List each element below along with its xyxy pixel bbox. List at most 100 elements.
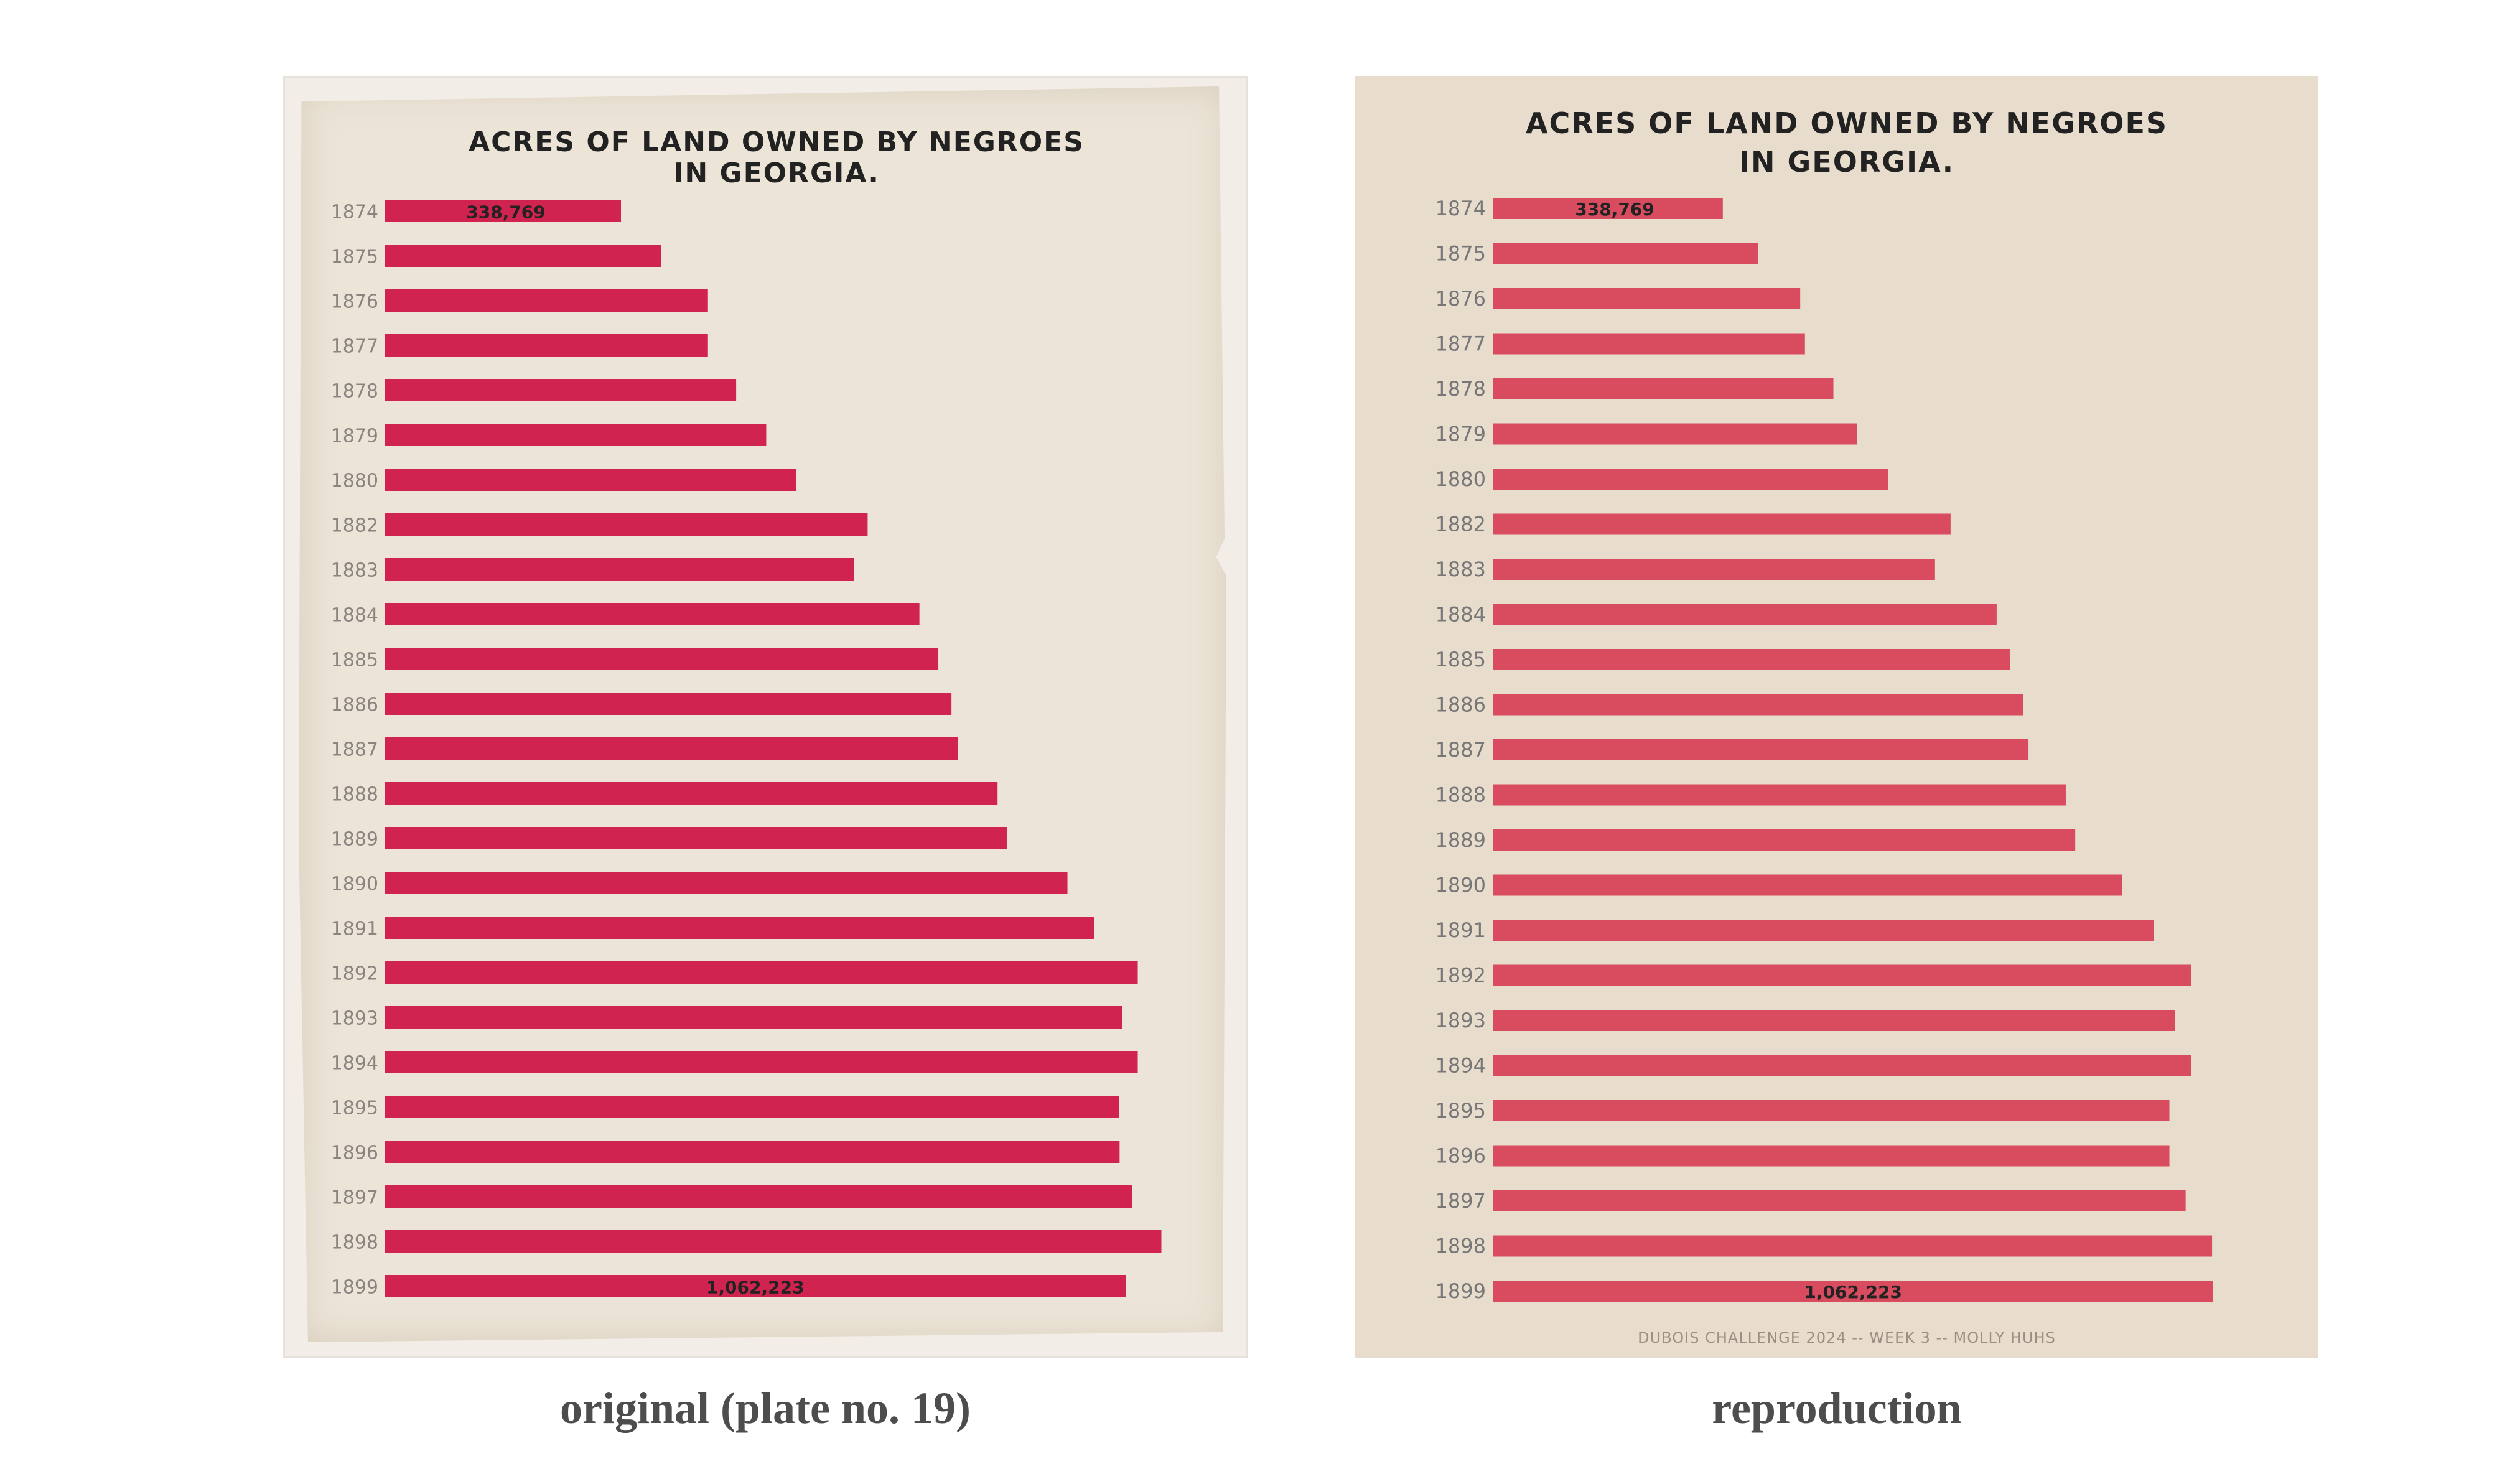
bar-1880 bbox=[385, 469, 796, 491]
bar-1880 bbox=[1493, 469, 1888, 490]
bar-1893 bbox=[385, 1006, 1122, 1029]
year-tick-label: 1884 bbox=[331, 605, 378, 627]
year-tick-label: 1876 bbox=[1435, 287, 1486, 310]
year-tick-label: 1882 bbox=[331, 515, 378, 537]
bar-1888 bbox=[1493, 784, 2066, 806]
year-tick-label: 1874 bbox=[331, 202, 378, 223]
bar-1892 bbox=[385, 961, 1138, 984]
chart-title-line: ACRES OF LAND OWNED BY NEGROES bbox=[469, 126, 1085, 158]
reproduction-panel: ACRES OF LAND OWNED BY NEGROES IN GEORGIA… bbox=[1355, 76, 2318, 1358]
year-tick-label: 1887 bbox=[331, 739, 378, 761]
bar-1889 bbox=[1493, 829, 2076, 851]
year-tick-label: 1894 bbox=[1435, 1053, 1486, 1077]
year-tick-label: 1886 bbox=[331, 694, 378, 716]
year-tick-label: 1892 bbox=[1435, 963, 1486, 987]
chart-footer: DUBOIS CHALLENGE 2024 -- WEEK 3 -- MOLLY… bbox=[1638, 1329, 2056, 1346]
year-tick-label: 1892 bbox=[331, 963, 378, 985]
bar-1885 bbox=[1493, 649, 2010, 670]
year-tick-label: 1886 bbox=[1435, 693, 1486, 716]
bar-1874 bbox=[385, 200, 622, 222]
bar-1876 bbox=[1493, 288, 1801, 309]
bar-1888 bbox=[385, 782, 998, 805]
year-tick-label: 1889 bbox=[331, 829, 378, 851]
year-tick-label: 1899 bbox=[331, 1277, 378, 1299]
bar-1882 bbox=[1493, 513, 1951, 535]
bar-1882 bbox=[385, 513, 868, 536]
bar-1894 bbox=[385, 1051, 1138, 1073]
bar-1885 bbox=[385, 648, 939, 670]
bar-1875 bbox=[1493, 243, 1758, 264]
bar-1896 bbox=[385, 1141, 1120, 1163]
chart-title-line: IN GEORGIA. bbox=[1739, 145, 1954, 179]
year-tick-label: 1895 bbox=[331, 1098, 378, 1119]
year-tick-label: 1894 bbox=[331, 1053, 378, 1075]
year-tick-label: 1874 bbox=[1435, 197, 1486, 220]
bar-1892 bbox=[1493, 964, 2191, 986]
original-caption: original (plate no. 19) bbox=[560, 1383, 971, 1433]
bar-1877 bbox=[385, 334, 708, 357]
bar-1890 bbox=[385, 872, 1068, 894]
bar-1897 bbox=[385, 1185, 1132, 1208]
bar-1898 bbox=[385, 1230, 1162, 1253]
year-tick-label: 1876 bbox=[331, 291, 378, 313]
bar-1894 bbox=[1493, 1055, 2191, 1076]
year-tick-label: 1893 bbox=[331, 1008, 378, 1030]
year-tick-label: 1888 bbox=[331, 784, 378, 806]
year-tick-label: 1885 bbox=[1435, 648, 1486, 671]
year-tick-label: 1895 bbox=[1435, 1099, 1486, 1122]
bar-1897 bbox=[1493, 1190, 2186, 1211]
reproduction-caption: reproduction bbox=[1712, 1383, 1962, 1433]
year-tick-label: 1893 bbox=[1435, 1009, 1486, 1032]
bar-1891 bbox=[1493, 920, 2154, 941]
bar-1889 bbox=[385, 827, 1007, 849]
bar-1877 bbox=[1493, 333, 1805, 355]
bar-1876 bbox=[385, 289, 708, 312]
year-tick-label: 1878 bbox=[1435, 377, 1486, 401]
data-label: 338,769 bbox=[1575, 199, 1654, 220]
bar-1886 bbox=[385, 693, 952, 715]
year-tick-label: 1883 bbox=[331, 560, 378, 582]
bar-1879 bbox=[385, 424, 767, 446]
bar-1884 bbox=[1493, 604, 1997, 625]
year-tick-label: 1877 bbox=[331, 336, 378, 358]
bar-1887 bbox=[1493, 739, 2029, 760]
year-tick-label: 1897 bbox=[331, 1187, 378, 1209]
bar-1883 bbox=[1493, 559, 1935, 580]
year-tick-label: 1889 bbox=[1435, 828, 1486, 852]
chart-title-line: IN GEORGIA. bbox=[673, 157, 880, 189]
year-tick-label: 1877 bbox=[1435, 332, 1486, 355]
year-tick-label: 1880 bbox=[1435, 467, 1486, 491]
year-tick-label: 1879 bbox=[331, 426, 378, 447]
year-tick-label: 1884 bbox=[1435, 602, 1486, 626]
bar-1878 bbox=[385, 379, 737, 401]
bar-1893 bbox=[1493, 1010, 2175, 1031]
year-tick-label: 1883 bbox=[1435, 558, 1486, 581]
year-tick-label: 1898 bbox=[1435, 1234, 1486, 1258]
bar-1887 bbox=[385, 737, 958, 760]
bar-1896 bbox=[1493, 1145, 2170, 1167]
bar-1899 bbox=[385, 1275, 1126, 1297]
year-tick-label: 1878 bbox=[331, 381, 378, 403]
year-tick-label: 1875 bbox=[331, 246, 378, 268]
year-tick-label: 1887 bbox=[1435, 738, 1486, 762]
year-tick-label: 1896 bbox=[331, 1142, 378, 1164]
year-tick-label: 1897 bbox=[1435, 1189, 1486, 1213]
bar-1890 bbox=[1493, 874, 2122, 896]
data-label: 1,062,223 bbox=[706, 1277, 805, 1298]
data-label: 1,062,223 bbox=[1804, 1282, 1902, 1302]
year-tick-label: 1891 bbox=[331, 918, 378, 940]
bar-1899 bbox=[1493, 1281, 2213, 1302]
original-panel: ACRES OF LAND OWNED BY NEGROES IN GEORGIA… bbox=[283, 76, 1248, 1358]
bar-1883 bbox=[385, 558, 854, 581]
year-tick-label: 1880 bbox=[331, 470, 378, 492]
year-tick-label: 1899 bbox=[1435, 1279, 1486, 1303]
year-tick-label: 1898 bbox=[331, 1232, 378, 1254]
year-tick-label: 1888 bbox=[1435, 783, 1486, 806]
bar-1875 bbox=[385, 245, 661, 267]
year-tick-label: 1875 bbox=[1435, 241, 1486, 265]
chart-title-line: ACRES OF LAND OWNED BY NEGROES bbox=[1526, 106, 2168, 140]
year-tick-label: 1890 bbox=[331, 874, 378, 895]
reproduction-chart: ACRES OF LAND OWNED BY NEGROES IN GEORGIA… bbox=[1435, 106, 2213, 1346]
data-label: 338,769 bbox=[466, 202, 546, 223]
